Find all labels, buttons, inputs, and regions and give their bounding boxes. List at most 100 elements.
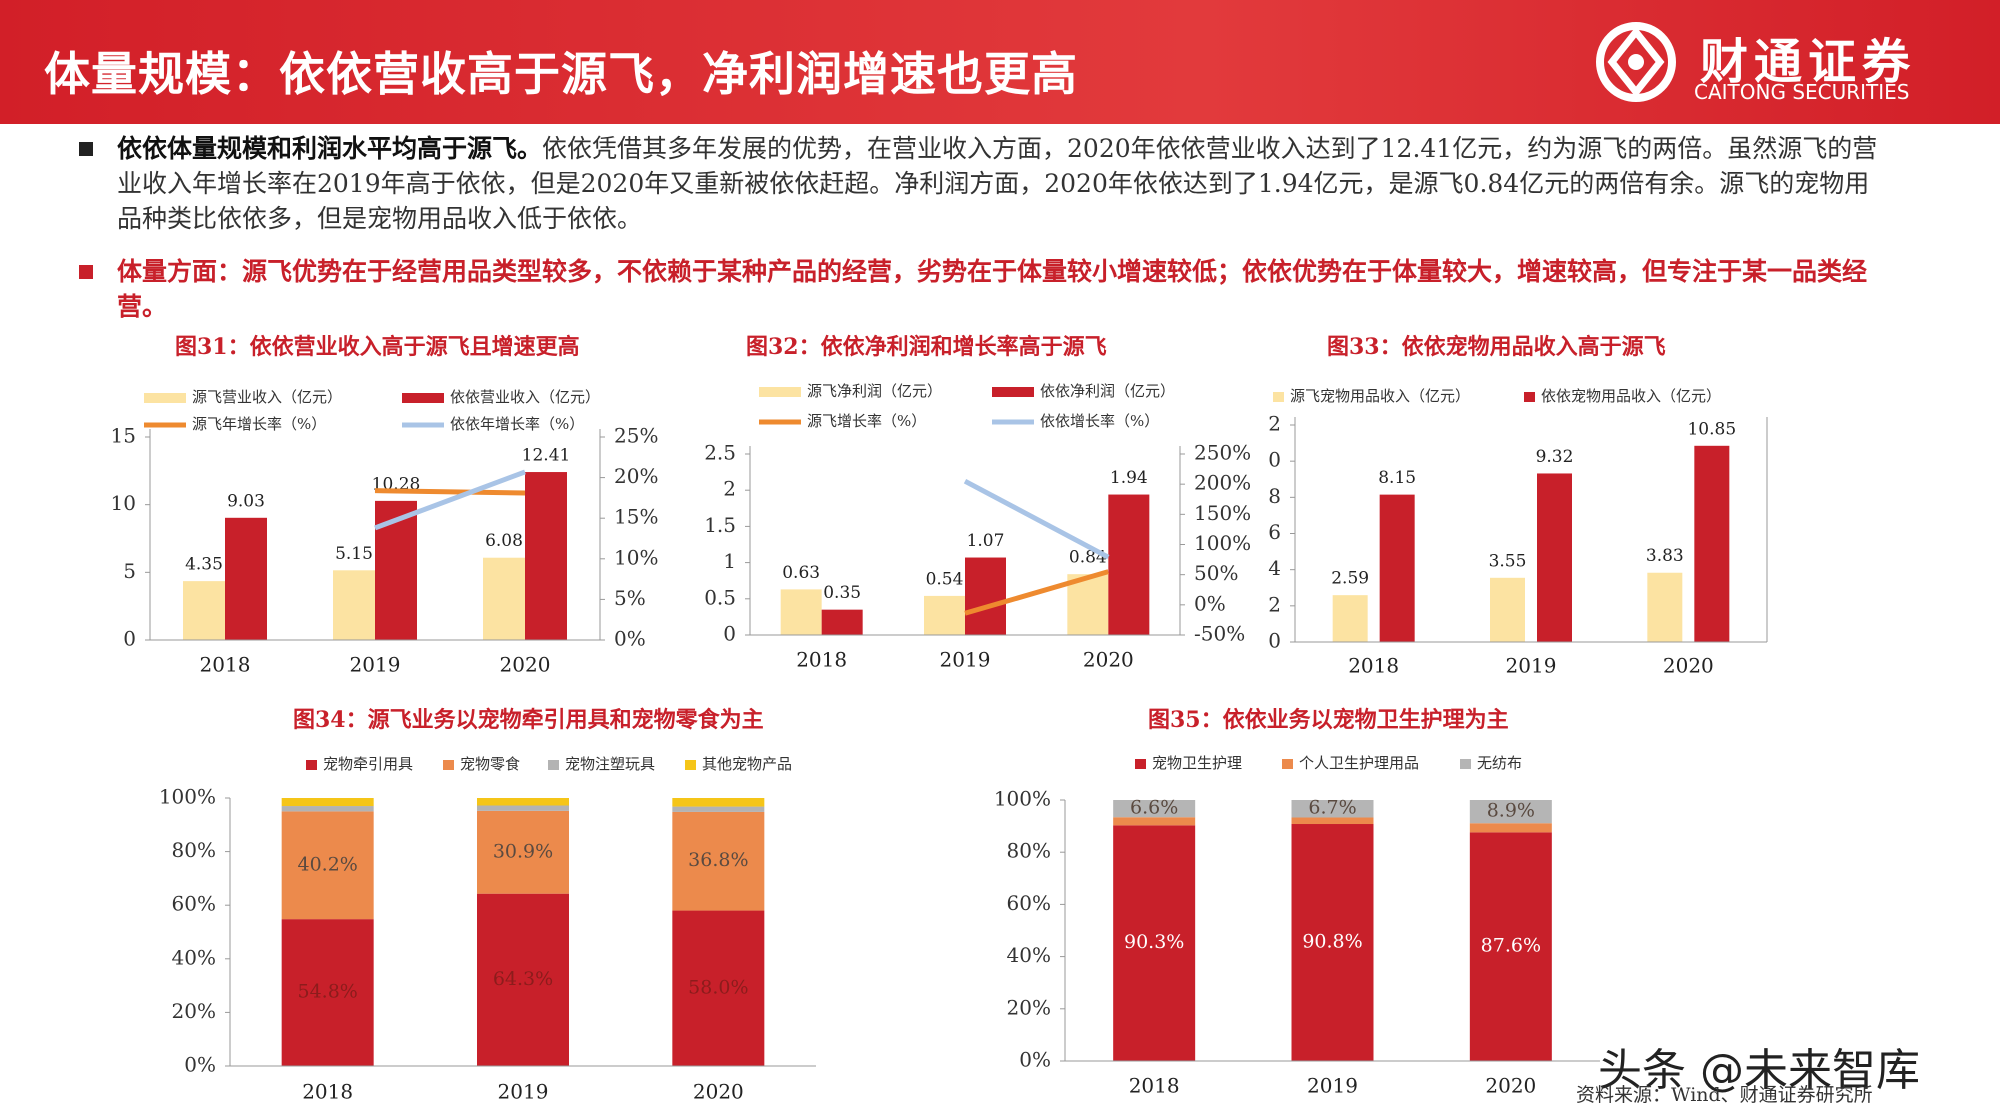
- line: [964, 569, 1110, 616]
- data-label: 1.94: [1110, 468, 1148, 488]
- x-tick-label: 2019: [1506, 654, 1557, 678]
- x-tick-label: 2020: [1083, 648, 1134, 672]
- y2-tick-label: 10%: [614, 545, 658, 569]
- bar: [1537, 473, 1572, 642]
- y-tick-label: 5: [123, 559, 136, 583]
- legend-label: 其他宠物产品: [702, 755, 792, 773]
- legend-key: [759, 387, 801, 397]
- bullet-text: 依依凭借其多年发展的优势，在营业收入方面，2020年依依营业收入达到了12.41…: [117, 134, 1878, 233]
- bar-segment: [477, 810, 569, 894]
- watermark: 头条 @未来智库: [1598, 1045, 1920, 1096]
- bar-segment: [1113, 800, 1196, 818]
- data-label: 40.2%: [297, 853, 357, 875]
- x-tick-label: 2019: [498, 1080, 549, 1104]
- y-tick-label: 0%: [184, 1053, 216, 1077]
- y-tick-label: 0: [1268, 629, 1281, 653]
- bar: [525, 472, 567, 640]
- bullet-marker: [79, 265, 93, 279]
- data-label: 90.8%: [1302, 931, 1362, 953]
- data-label: 90.3%: [1124, 931, 1184, 953]
- bar-segment: [1113, 817, 1196, 826]
- bar: [965, 557, 1006, 635]
- source-note: 资料来源：Wind、财通证券研究所: [1576, 1084, 1873, 1106]
- y2-tick-label: 150%: [1194, 501, 1251, 525]
- x-tick-label: 2020: [1663, 654, 1714, 678]
- line: [963, 478, 1110, 560]
- bar: [183, 581, 225, 640]
- legend-key: [1282, 759, 1293, 769]
- data-label: 9.03: [227, 491, 265, 511]
- y2-tick-label: 200%: [1194, 471, 1251, 495]
- data-label: 8.9%: [1487, 800, 1535, 822]
- line: [374, 488, 526, 496]
- x-tick-label: 2018: [302, 1080, 353, 1104]
- bullet: 体量方面：源飞优势在于经营用品类型较多，不依赖于某种产品的经营，劣势在于体量较小…: [79, 254, 1887, 324]
- bar-segment: [281, 806, 374, 812]
- x-tick-label: 2020: [500, 653, 551, 677]
- legend-key: [1460, 759, 1471, 769]
- legend-key: [992, 387, 1034, 397]
- y-tick-label: 2: [1268, 592, 1281, 616]
- data-label: 36.8%: [688, 849, 748, 871]
- data-label: 58.0%: [688, 976, 748, 998]
- y-tick-label: 1: [723, 549, 736, 573]
- x-tick-label: 2018: [796, 648, 847, 672]
- legend-label: 依依净利润（亿元）: [1040, 382, 1175, 400]
- chart-title: 图32：依依净利润和增长率高于源飞: [746, 334, 1107, 360]
- bar-segment: [1291, 800, 1374, 818]
- legend-label: 个人卫生护理用品: [1299, 754, 1419, 772]
- y-tick-label: 4: [1268, 556, 1281, 580]
- data-label: 2.59: [1331, 569, 1369, 589]
- y-tick-label: 10: [111, 491, 136, 515]
- bar: [821, 609, 863, 635]
- data-label: 64.3%: [493, 968, 553, 990]
- data-label: 0.54: [926, 569, 964, 589]
- bar: [1067, 574, 1109, 635]
- data-label: 10.85: [1687, 419, 1736, 439]
- y-tick-label: 6: [1268, 520, 1281, 544]
- bar: [1694, 445, 1730, 642]
- legend-label: 依依年增长率（%）: [450, 415, 584, 433]
- bar-segment: [1469, 800, 1552, 824]
- y-tick-label: 0: [723, 622, 736, 646]
- bar: [1332, 595, 1368, 642]
- y2-tick-label: 0%: [1194, 591, 1226, 615]
- y-tick-label: 60%: [1007, 891, 1051, 915]
- y2-tick-label: 20%: [614, 464, 658, 488]
- legend-label: 宠物卫生护理: [1152, 754, 1242, 772]
- bar-segment: [1291, 824, 1374, 1061]
- bullet-lead: 依依体量规模和利润水平均高于源飞。: [117, 134, 543, 163]
- legend-label: 源飞增长率（%）: [807, 412, 926, 430]
- y-tick-label: 60%: [172, 892, 216, 916]
- bar-segment: [477, 893, 569, 1066]
- page-title: 体量规模：依依营收高于源飞，净利润增速也更高: [44, 47, 1078, 101]
- legend-key: [1135, 759, 1146, 769]
- y-tick-label: 100%: [994, 787, 1051, 811]
- y-tick-label: 100%: [159, 785, 216, 809]
- header: 体量规模：依依营收高于源飞，净利润增速也更高 财通证券 CAITONG SECU…: [0, 0, 2000, 124]
- y-tick-label: 0: [1268, 448, 1281, 472]
- y2-tick-label: 100%: [1194, 531, 1251, 555]
- legend-key: [1273, 392, 1284, 402]
- x-tick-label: 2020: [1485, 1074, 1536, 1098]
- x-tick-label: 2019: [1307, 1074, 1358, 1098]
- bar: [780, 589, 822, 635]
- legend-label: 源飞营业收入（亿元）: [192, 388, 342, 406]
- legend-label: 依依增长率（%）: [1040, 412, 1159, 430]
- bar-segment: [1469, 832, 1552, 1061]
- y-tick-label: 80%: [1007, 839, 1051, 863]
- legend-label: 宠物零食: [460, 755, 520, 773]
- legend-label: 宠物注塑玩具: [565, 755, 655, 773]
- bar-segment: [1291, 817, 1374, 825]
- bar: [1490, 577, 1525, 642]
- bar-segment: [1469, 823, 1552, 833]
- y-tick-label: 80%: [172, 838, 216, 862]
- bullet-marker: [79, 142, 93, 156]
- bar-segment: [281, 798, 374, 807]
- data-label: 30.9%: [493, 840, 553, 862]
- legend-key: [306, 760, 317, 770]
- data-label: 12.41: [522, 446, 571, 466]
- y-tick-label: 2: [723, 477, 736, 501]
- bar: [225, 517, 267, 640]
